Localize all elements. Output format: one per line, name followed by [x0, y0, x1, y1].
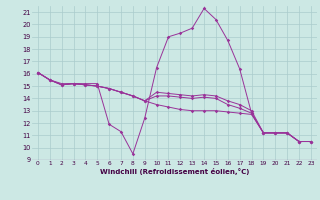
X-axis label: Windchill (Refroidissement éolien,°C): Windchill (Refroidissement éolien,°C)	[100, 168, 249, 175]
